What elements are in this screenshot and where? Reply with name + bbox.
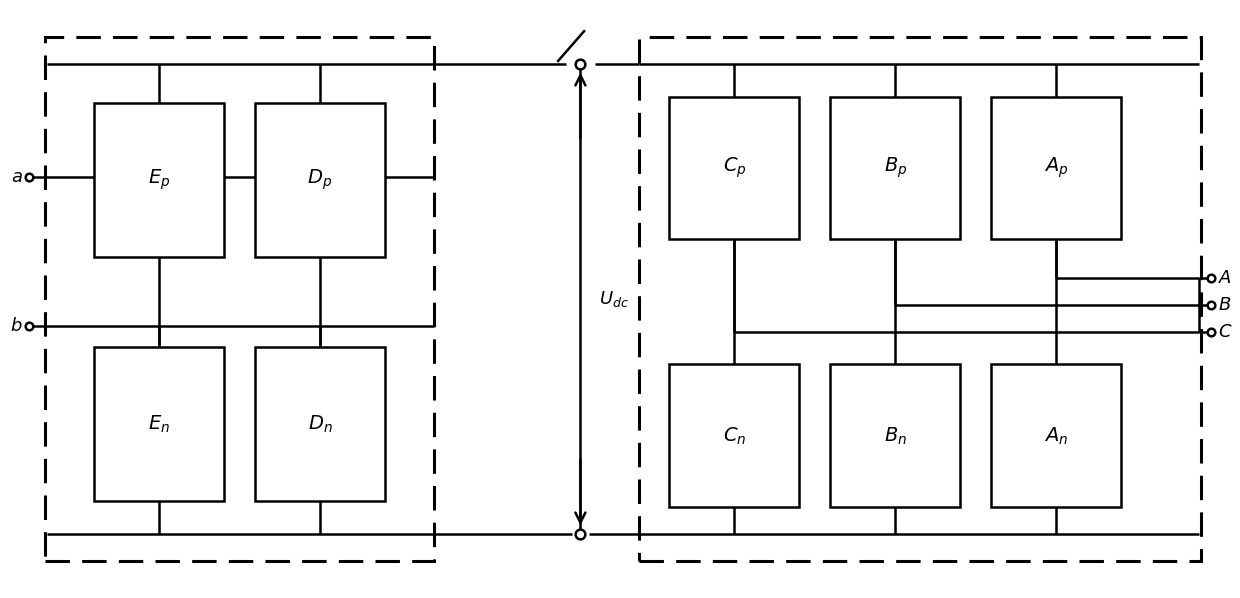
Text: $E_{p}$: $E_{p}$	[148, 167, 170, 192]
Bar	[670, 97, 800, 239]
Text: $b$: $b$	[10, 317, 22, 335]
Text: $U_{dc}$: $U_{dc}$	[599, 289, 629, 309]
Bar	[831, 97, 960, 239]
Bar	[255, 347, 384, 501]
Bar	[94, 103, 224, 257]
Bar	[831, 364, 960, 507]
Bar	[670, 364, 800, 507]
Bar	[255, 103, 384, 257]
Text: $C_{p}$: $C_{p}$	[723, 156, 746, 181]
Text: $D_{n}$: $D_{n}$	[308, 413, 332, 435]
Text: $D_{p}$: $D_{p}$	[308, 167, 332, 192]
Text: $a$: $a$	[11, 168, 22, 186]
Bar	[991, 97, 1121, 239]
Bar	[45, 37, 434, 561]
Bar	[991, 364, 1121, 507]
Text: $B$: $B$	[1218, 296, 1231, 314]
Text: $A_{n}$: $A_{n}$	[1044, 425, 1068, 447]
Text: $A_{p}$: $A_{p}$	[1044, 156, 1069, 181]
Text: $B_{n}$: $B_{n}$	[884, 425, 906, 447]
Bar	[94, 347, 224, 501]
Text: $C$: $C$	[1218, 323, 1233, 341]
Text: $E_{n}$: $E_{n}$	[148, 413, 170, 435]
Bar	[639, 37, 1202, 561]
Text: $B_{p}$: $B_{p}$	[884, 156, 906, 181]
Text: $A$: $A$	[1218, 269, 1231, 287]
Text: $C_{n}$: $C_{n}$	[723, 425, 746, 447]
